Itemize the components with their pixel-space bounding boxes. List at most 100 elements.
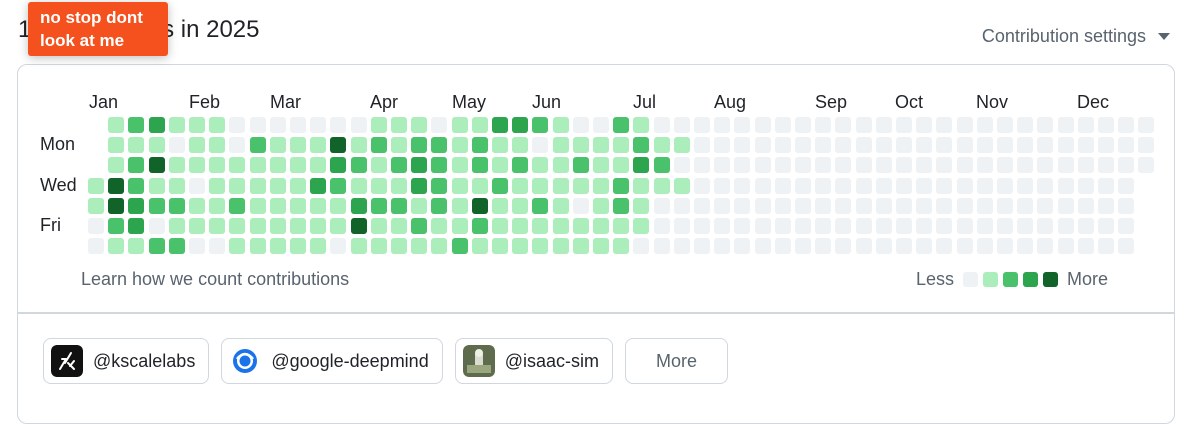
contribution-day-cell[interactable] xyxy=(189,117,205,133)
contribution-day-cell[interactable] xyxy=(694,117,710,133)
contribution-day-cell[interactable] xyxy=(714,117,731,133)
contribution-day-cell[interactable] xyxy=(532,218,549,234)
contribution-day-cell[interactable] xyxy=(936,137,953,154)
contribution-day-cell[interactable] xyxy=(1057,238,1074,255)
contribution-day-cell[interactable] xyxy=(875,137,892,154)
contribution-day-cell[interactable] xyxy=(350,197,367,214)
contribution-day-cell[interactable] xyxy=(350,157,367,174)
contribution-day-cell[interactable] xyxy=(1118,238,1135,255)
contribution-day-cell[interactable] xyxy=(1118,117,1135,133)
contribution-day-cell[interactable] xyxy=(269,177,286,194)
contribution-day-cell[interactable] xyxy=(815,157,832,174)
contribution-day-cell[interactable] xyxy=(168,157,185,174)
contribution-day-cell[interactable] xyxy=(370,117,387,133)
contribution-day-cell[interactable] xyxy=(552,177,569,194)
contribution-day-cell[interactable] xyxy=(148,218,165,234)
contribution-day-cell[interactable] xyxy=(411,157,428,174)
contribution-day-cell[interactable] xyxy=(290,117,306,133)
contribution-day-cell[interactable] xyxy=(431,137,448,154)
contribution-day-cell[interactable] xyxy=(189,177,205,194)
contribution-day-cell[interactable] xyxy=(916,117,933,133)
contribution-day-cell[interactable] xyxy=(168,197,185,214)
contribution-day-cell[interactable] xyxy=(492,117,508,133)
contribution-day-cell[interactable] xyxy=(835,117,852,133)
contribution-day-cell[interactable] xyxy=(552,218,569,234)
contribution-day-cell[interactable] xyxy=(128,157,145,174)
contribution-day-cell[interactable] xyxy=(411,197,428,214)
contribution-day-cell[interactable] xyxy=(249,218,266,234)
contribution-day-cell[interactable] xyxy=(815,197,832,214)
contribution-day-cell[interactable] xyxy=(734,177,751,194)
contribution-day-cell[interactable] xyxy=(350,137,367,154)
contribution-day-cell[interactable] xyxy=(593,117,609,133)
contribution-day-cell[interactable] xyxy=(1017,157,1034,174)
contribution-day-cell[interactable] xyxy=(714,137,731,154)
contribution-day-cell[interactable] xyxy=(229,157,246,174)
contribution-day-cell[interactable] xyxy=(976,117,993,133)
contribution-day-cell[interactable] xyxy=(754,197,771,214)
contribution-day-cell[interactable] xyxy=(1098,157,1114,174)
contribution-day-cell[interactable] xyxy=(189,197,205,214)
contribution-day-cell[interactable] xyxy=(593,137,609,154)
contribution-day-cell[interactable] xyxy=(249,137,266,154)
contribution-day-cell[interactable] xyxy=(168,238,185,255)
contribution-day-cell[interactable] xyxy=(633,197,650,214)
contribution-day-cell[interactable] xyxy=(189,157,205,174)
contribution-day-cell[interactable] xyxy=(936,218,953,234)
contribution-day-cell[interactable] xyxy=(269,117,286,133)
contribution-day-cell[interactable] xyxy=(976,157,993,174)
contribution-day-cell[interactable] xyxy=(1077,218,1094,234)
contribution-day-cell[interactable] xyxy=(754,238,771,255)
contribution-day-cell[interactable] xyxy=(815,218,832,234)
contribution-day-cell[interactable] xyxy=(673,157,690,174)
contribution-day-cell[interactable] xyxy=(875,218,892,234)
contribution-day-cell[interactable] xyxy=(431,117,448,133)
contribution-day-cell[interactable] xyxy=(512,177,529,194)
contribution-day-cell[interactable] xyxy=(956,157,973,174)
contribution-day-cell[interactable] xyxy=(532,117,549,133)
contribution-day-cell[interactable] xyxy=(1138,157,1155,174)
contribution-day-cell[interactable] xyxy=(875,117,892,133)
contribution-day-cell[interactable] xyxy=(552,238,569,255)
contribution-day-cell[interactable] xyxy=(734,157,751,174)
contribution-day-cell[interactable] xyxy=(1098,177,1114,194)
contribution-day-cell[interactable] xyxy=(613,157,630,174)
contribution-day-cell[interactable] xyxy=(734,117,751,133)
contribution-day-cell[interactable] xyxy=(593,238,609,255)
contribution-day-cell[interactable] xyxy=(290,197,306,214)
contribution-day-cell[interactable] xyxy=(653,218,670,234)
contribution-day-cell[interactable] xyxy=(714,238,731,255)
org-button-isaac-sim[interactable]: @isaac-sim xyxy=(454,338,613,384)
contribution-day-cell[interactable] xyxy=(875,238,892,255)
contribution-day-cell[interactable] xyxy=(896,238,912,255)
contribution-day-cell[interactable] xyxy=(148,117,165,133)
contribution-day-cell[interactable] xyxy=(754,137,771,154)
contribution-day-cell[interactable] xyxy=(1037,117,1054,133)
contribution-day-cell[interactable] xyxy=(1098,197,1114,214)
contribution-day-cell[interactable] xyxy=(653,137,670,154)
contribution-day-cell[interactable] xyxy=(896,157,912,174)
contribution-day-cell[interactable] xyxy=(835,218,852,234)
contribution-day-cell[interactable] xyxy=(835,157,852,174)
contribution-day-cell[interactable] xyxy=(189,218,205,234)
contribution-day-cell[interactable] xyxy=(370,137,387,154)
contribution-day-cell[interactable] xyxy=(310,117,327,133)
contribution-day-cell[interactable] xyxy=(552,117,569,133)
contribution-day-cell[interactable] xyxy=(976,218,993,234)
contribution-day-cell[interactable] xyxy=(855,157,872,174)
contribution-day-cell[interactable] xyxy=(552,137,569,154)
contribution-day-cell[interactable] xyxy=(350,117,367,133)
contribution-day-cell[interactable] xyxy=(916,218,933,234)
contribution-day-cell[interactable] xyxy=(714,197,731,214)
contribution-day-cell[interactable] xyxy=(391,157,407,174)
contribution-day-cell[interactable] xyxy=(471,157,488,174)
contribution-day-cell[interactable] xyxy=(108,177,125,194)
contribution-day-cell[interactable] xyxy=(128,197,145,214)
contribution-day-cell[interactable] xyxy=(613,238,630,255)
contribution-day-cell[interactable] xyxy=(997,137,1013,154)
contribution-day-cell[interactable] xyxy=(269,157,286,174)
contribution-day-cell[interactable] xyxy=(391,218,407,234)
contribution-day-cell[interactable] xyxy=(1057,157,1074,174)
contribution-day-cell[interactable] xyxy=(875,157,892,174)
contribution-day-cell[interactable] xyxy=(492,137,508,154)
